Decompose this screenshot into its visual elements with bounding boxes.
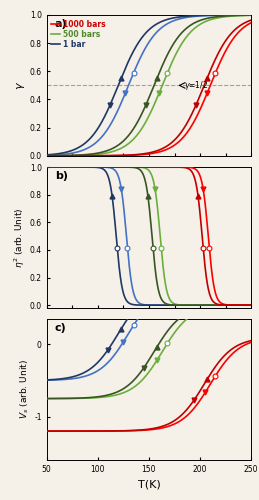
Y-axis label: $\eta^2$ (arb. Unit): $\eta^2$ (arb. Unit) (12, 208, 27, 268)
Y-axis label: $\gamma$: $\gamma$ (15, 81, 27, 90)
Text: a): a) (55, 19, 67, 29)
Text: b): b) (55, 172, 68, 181)
X-axis label: T(K): T(K) (138, 480, 160, 490)
Text: c): c) (55, 324, 67, 334)
Legend: 1000 bars, 500 bars, 1 bar: 1000 bars, 500 bars, 1 bar (48, 16, 108, 52)
Y-axis label: $V_s$ (arb. Unit): $V_s$ (arb. Unit) (19, 360, 32, 420)
Text: $\gamma$=1/2: $\gamma$=1/2 (184, 79, 208, 92)
